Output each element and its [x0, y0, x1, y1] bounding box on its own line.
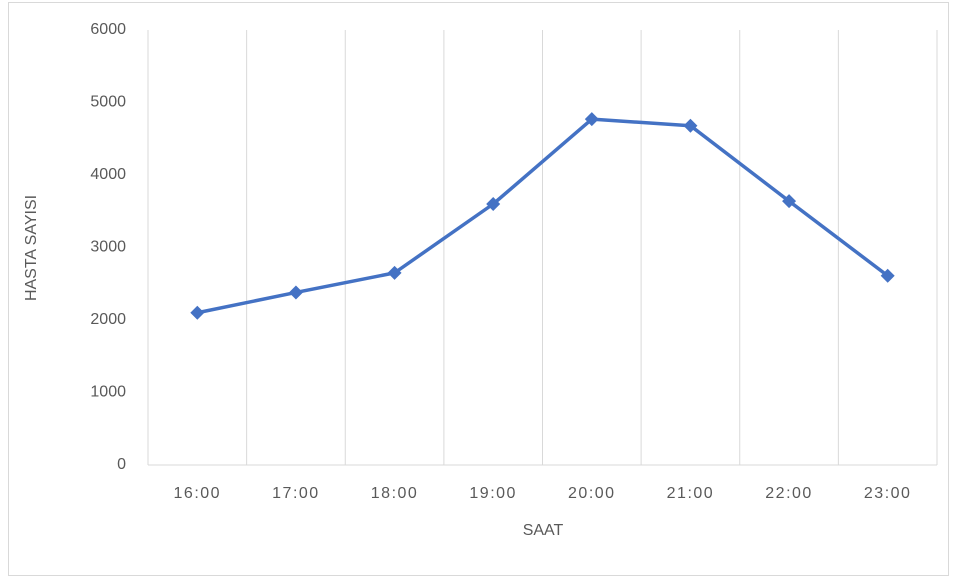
x-tick-label: 18:00: [371, 485, 419, 502]
y-tick-label: 3000: [90, 239, 126, 256]
marker: [782, 194, 797, 209]
marker: [584, 112, 599, 127]
y-tick-label: 0: [117, 456, 126, 473]
x-tick-label: 20:00: [568, 485, 616, 502]
x-tick-label: 21:00: [667, 485, 715, 502]
x-tick-label: 23:00: [864, 485, 912, 502]
marker: [190, 305, 205, 320]
y-tick-label: 4000: [90, 166, 126, 183]
marker: [486, 197, 501, 211]
marker: [880, 268, 895, 283]
y-tick-label: 1000: [90, 384, 126, 401]
y-tick-label: 6000: [90, 21, 126, 38]
chart-border: [8, 2, 949, 576]
x-tick-label: 17:00: [272, 485, 320, 502]
line: [196, 117, 889, 315]
marker: [683, 118, 698, 133]
x-tick-label: 16:00: [174, 485, 222, 502]
y-axis-label: HASTA SAYISI: [23, 195, 40, 301]
x-tick-label: 22:00: [765, 485, 813, 502]
y-tick-label: 5000: [90, 94, 126, 111]
y-tick-label: 2000: [90, 311, 126, 328]
x-tick-label: 19:00: [469, 485, 517, 502]
marker: [288, 285, 303, 300]
x-axis-label: SAAT: [523, 522, 564, 539]
marker: [387, 265, 402, 280]
